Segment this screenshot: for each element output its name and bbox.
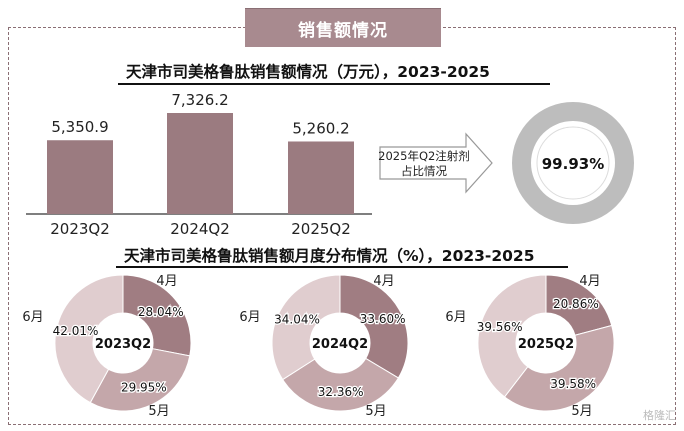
bar-value-label: 7,326.2: [171, 91, 228, 109]
donut-center-label: 2024Q2: [312, 337, 368, 352]
donut-percent-label: 33.60%: [360, 312, 406, 326]
donut-segment-2023Q2-5月: [89, 348, 191, 412]
donut-segment-2024Q2-6月: [271, 274, 341, 381]
donut-segment-2023Q2-6月: [54, 274, 124, 404]
bar-value-label: 5,260.2: [292, 119, 349, 137]
donut-month-label: 6月: [239, 310, 260, 325]
donut-percent-label: 42.01%: [53, 324, 99, 338]
donut-month-label: 6月: [22, 310, 43, 325]
donut-month-label: 4月: [579, 274, 600, 289]
donut-chart-title: 天津市司美格鲁肽销售额月度分布情况（%），2023-2025: [124, 247, 535, 265]
donut-percent-label: 39.58%: [550, 377, 596, 391]
donut-segment-2025Q2-6月: [477, 274, 547, 398]
bar-2024Q2: [167, 113, 233, 214]
donut-percent-label: 28.04%: [138, 305, 184, 319]
donut-month-label: 5月: [571, 404, 592, 419]
bar-category-label: 2025Q2: [291, 220, 351, 238]
donut-chart-title-underline: [116, 266, 568, 268]
gauge-ring: [512, 102, 634, 224]
donut-month-label: 6月: [445, 310, 466, 325]
donut-percent-label: 20.86%: [553, 297, 599, 311]
donut-month-label: 4月: [156, 274, 177, 289]
donut-segment-2024Q2-4月: [339, 274, 409, 379]
donut-segment-2024Q2-5月: [281, 357, 399, 412]
arrow-callout-shape: [379, 132, 493, 194]
gauge-value-label: 99.93%: [542, 155, 604, 173]
donut-month-label: 5月: [148, 404, 169, 419]
bar-2025Q2: [288, 141, 354, 214]
bar-chart-title-underline: [118, 83, 550, 85]
donut-segment-2023Q2-4月: [122, 274, 192, 357]
bar-category-label: 2023Q2: [50, 220, 110, 238]
gauge-center: [536, 126, 610, 200]
donut-segment-2025Q2-5月: [503, 324, 615, 412]
arrow-label-line2: 占比情况: [401, 164, 447, 178]
donut-percent-label: 32.36%: [318, 385, 364, 399]
bar-2023Q2: [47, 140, 113, 214]
donut-percent-label: 34.04%: [274, 312, 320, 326]
bar-value-label: 5,350.9: [51, 118, 108, 136]
donut-percent-label: 29.95%: [121, 380, 167, 394]
donut-center-label: 2025Q2: [518, 337, 574, 352]
bar-category-label: 2024Q2: [170, 220, 230, 238]
donut-percent-label: 39.56%: [477, 320, 523, 334]
section-title: 销售额情况: [245, 8, 441, 47]
donut-month-label: 4月: [373, 274, 394, 289]
watermark-logo: 格隆汇: [643, 409, 676, 422]
donut-center-label: 2023Q2: [95, 337, 151, 352]
arrow-label-line1: 2025年Q2注射剂: [378, 149, 470, 163]
donut-month-label: 5月: [365, 404, 386, 419]
bar-chart-title: 天津市司美格鲁肽销售额情况（万元），2023-2025: [126, 63, 490, 81]
